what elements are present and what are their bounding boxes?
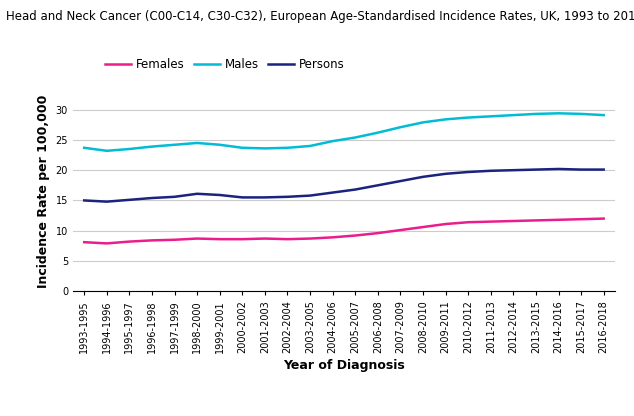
Line: Females: Females	[84, 218, 604, 243]
Males	[81, 145, 88, 150]
Females	[397, 228, 404, 233]
Females	[81, 240, 88, 245]
Line: Males: Males	[84, 113, 604, 151]
Males	[374, 130, 382, 135]
Females	[487, 219, 495, 224]
Males	[329, 139, 337, 144]
Females	[329, 235, 337, 240]
Persons	[148, 196, 156, 201]
Persons	[397, 178, 404, 183]
Persons	[216, 193, 224, 198]
Females	[103, 241, 110, 246]
Persons	[464, 169, 472, 174]
Males	[103, 149, 110, 154]
Females	[555, 217, 562, 222]
Females	[216, 237, 224, 242]
Males	[419, 120, 427, 125]
Persons	[261, 195, 269, 200]
Line: Persons: Persons	[84, 169, 604, 202]
Females	[148, 238, 156, 243]
Persons	[238, 195, 246, 200]
Persons	[171, 194, 178, 199]
Persons	[510, 168, 517, 173]
X-axis label: Year of Diagnosis: Year of Diagnosis	[283, 359, 405, 372]
Males	[193, 141, 201, 146]
Persons	[600, 167, 607, 172]
Persons	[578, 167, 585, 172]
Y-axis label: Incidence Rate per 100,000: Incidence Rate per 100,000	[37, 95, 50, 288]
Legend: Females, Males, Persons: Females, Males, Persons	[100, 54, 349, 76]
Persons	[193, 191, 201, 196]
Females	[238, 237, 246, 242]
Males	[487, 114, 495, 119]
Males	[171, 142, 178, 147]
Males	[532, 111, 540, 116]
Persons	[487, 168, 495, 173]
Females	[261, 236, 269, 241]
Persons	[103, 199, 110, 204]
Females	[351, 233, 359, 238]
Females	[419, 225, 427, 230]
Persons	[419, 174, 427, 179]
Persons	[81, 198, 88, 203]
Text: Head and Neck Cancer (C00-C14, C30-C32), European Age-Standardised Incidence Rat: Head and Neck Cancer (C00-C14, C30-C32),…	[6, 10, 634, 23]
Males	[555, 111, 562, 116]
Persons	[306, 193, 314, 198]
Persons	[374, 183, 382, 188]
Females	[171, 237, 178, 242]
Females	[126, 239, 133, 244]
Females	[283, 237, 291, 242]
Males	[126, 146, 133, 151]
Females	[600, 216, 607, 221]
Persons	[126, 197, 133, 202]
Females	[442, 222, 450, 227]
Females	[306, 236, 314, 241]
Females	[532, 218, 540, 223]
Persons	[555, 166, 562, 171]
Females	[374, 230, 382, 235]
Females	[578, 217, 585, 222]
Males	[442, 117, 450, 122]
Males	[600, 113, 607, 118]
Females	[464, 220, 472, 225]
Males	[510, 113, 517, 118]
Males	[238, 145, 246, 150]
Females	[193, 236, 201, 241]
Males	[306, 144, 314, 149]
Males	[397, 125, 404, 130]
Persons	[442, 171, 450, 176]
Males	[464, 115, 472, 120]
Persons	[283, 194, 291, 199]
Males	[283, 145, 291, 150]
Persons	[532, 167, 540, 172]
Males	[578, 111, 585, 116]
Females	[510, 218, 517, 223]
Persons	[329, 190, 337, 195]
Males	[351, 135, 359, 140]
Males	[216, 142, 224, 147]
Persons	[351, 187, 359, 192]
Males	[148, 144, 156, 149]
Males	[261, 146, 269, 151]
